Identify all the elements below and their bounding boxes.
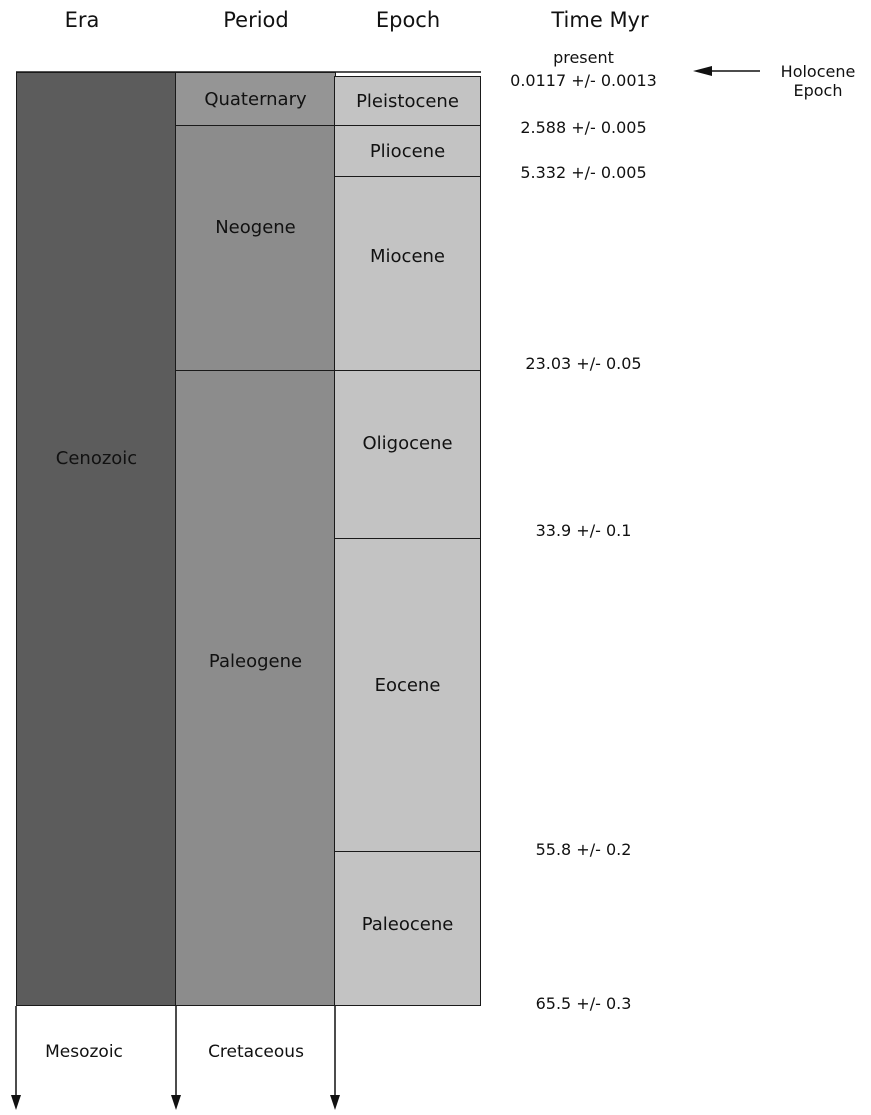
epoch-miocene: Miocene: [334, 176, 481, 372]
epoch-pleistocene: Pleistocene: [334, 76, 481, 127]
time-eocene-end: 33.9 +/- 0.1: [535, 521, 632, 540]
epoch-down-arrow: [330, 1006, 340, 1110]
period-below-cretaceous: Cretaceous: [208, 1042, 304, 1062]
epoch-paleocene: Paleocene: [334, 851, 481, 1006]
epoch-pliocene: Pliocene: [334, 125, 481, 178]
header-epoch: Epoch: [375, 8, 441, 32]
epoch-label: Pliocene: [369, 141, 446, 162]
holocene-arrow: [693, 66, 760, 76]
time-holocene-start: 0.0117 +/- 0.0013: [510, 71, 657, 90]
period-down-arrow: [171, 1006, 181, 1110]
era-cenozoic: Cenozoic: [16, 72, 177, 1006]
period-label: Paleogene: [208, 651, 303, 672]
time-miocene-start: 5.332 +/- 0.005: [520, 163, 647, 182]
time-cenozoic-start: 65.5 +/- 0.3: [535, 994, 632, 1013]
epoch-label: Eocene: [374, 675, 441, 696]
period-label: Quaternary: [204, 89, 307, 110]
epoch-label: Paleocene: [361, 914, 454, 935]
period-label: Neogene: [215, 217, 296, 238]
time-paleocene-end: 55.8 +/- 0.2: [535, 840, 632, 859]
time-present: present: [553, 48, 614, 67]
epoch-label: Oligocene: [362, 433, 453, 454]
holocene-line2: Epoch: [793, 81, 843, 100]
holocene-line1: Holocene: [780, 62, 856, 81]
time-neogene-start: 23.03 +/- 0.05: [525, 354, 642, 373]
header-era: Era: [64, 8, 100, 32]
era-label: Cenozoic: [55, 448, 138, 469]
epoch-eocene: Eocene: [334, 538, 481, 853]
header-time: Time Myr: [551, 8, 649, 32]
header-period: Period: [223, 8, 289, 32]
holocene-label: Holocene Epoch: [768, 62, 868, 100]
epoch-label: Pleistocene: [356, 91, 459, 112]
period-neogene: Neogene: [175, 125, 336, 372]
era-below-mesozoic: Mesozoic: [45, 1042, 123, 1062]
time-pliocene-start: 2.588 +/- 0.005: [520, 118, 647, 137]
epoch-label: Miocene: [370, 246, 445, 267]
epoch-oligocene: Oligocene: [334, 370, 481, 540]
era-down-arrow: [11, 1006, 21, 1110]
